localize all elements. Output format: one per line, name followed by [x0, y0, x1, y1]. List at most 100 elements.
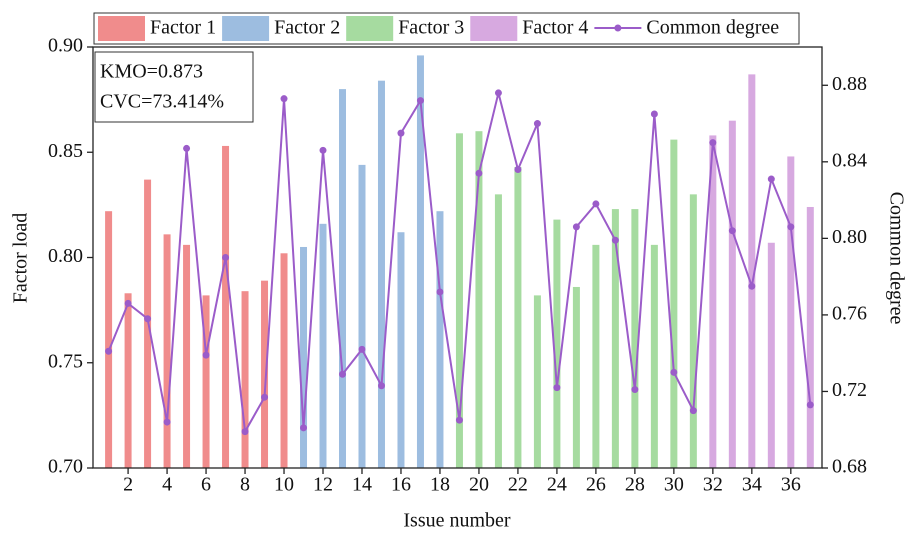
line-marker [202, 351, 210, 359]
line-marker [689, 407, 697, 415]
bar [124, 293, 132, 468]
line-marker [436, 288, 444, 296]
line-marker [319, 146, 327, 154]
bar [689, 194, 697, 468]
x-tick-label: 22 [508, 474, 528, 496]
line-marker [358, 345, 366, 353]
bar [806, 206, 814, 469]
bar [183, 244, 191, 468]
legend-swatch [98, 16, 145, 41]
bar [572, 286, 580, 468]
line-marker [377, 382, 385, 390]
y2-tick-label: 0.88 [832, 73, 867, 95]
line-marker [241, 428, 249, 436]
bar [787, 156, 795, 468]
y2-tick-label: 0.68 [832, 456, 867, 478]
bar [397, 232, 405, 468]
legend-swatch [346, 16, 394, 41]
line-marker [767, 175, 775, 183]
line-marker [416, 97, 424, 105]
line-marker [261, 393, 269, 401]
legend-swatch [222, 16, 270, 41]
legend-label: Factor 3 [398, 17, 464, 39]
x-tick-label: 34 [742, 474, 762, 496]
x-tick-label: 30 [664, 474, 684, 496]
bar [709, 135, 717, 468]
line-marker [572, 223, 580, 231]
y-tick-label: 0.85 [48, 140, 83, 162]
x-tick-label: 10 [274, 474, 294, 496]
bar [222, 145, 230, 468]
bar [105, 211, 113, 468]
x-tick-label: 6 [201, 474, 211, 496]
bar [338, 89, 346, 468]
line-marker [455, 416, 463, 424]
annotation: CVC=73.414% [100, 91, 224, 113]
bar [494, 194, 502, 468]
line-marker [397, 129, 405, 137]
legend-marker [614, 24, 622, 32]
line-marker [105, 347, 113, 355]
bar [163, 234, 171, 468]
bar [436, 211, 444, 468]
line-marker [222, 254, 230, 261]
line-marker [494, 89, 502, 97]
bar [533, 295, 541, 468]
y-tick-label: 0.90 [48, 35, 83, 57]
x-tick-label: 20 [469, 474, 489, 496]
line-marker [728, 227, 736, 235]
line-marker [475, 169, 483, 177]
legend-label: Common degree [646, 17, 779, 39]
legend-box [93, 12, 800, 45]
y-tick-label: 0.70 [48, 456, 83, 478]
line-marker [748, 282, 756, 290]
bar [455, 133, 463, 468]
bar [416, 55, 424, 469]
bar [280, 253, 288, 468]
legend-label: Factor 4 [522, 17, 588, 39]
bar [319, 223, 327, 468]
y2-tick-label: 0.72 [832, 379, 867, 401]
line-marker [787, 223, 795, 231]
x-tick-label: 36 [781, 474, 801, 496]
x-tick-label: 12 [313, 474, 333, 496]
y2-axis-title: Common degree [885, 192, 907, 325]
legend-label: Factor 1 [150, 17, 216, 39]
bar [611, 209, 619, 468]
y-tick-label: 0.80 [48, 245, 83, 267]
line-marker [709, 139, 717, 147]
y2-tick-label: 0.76 [832, 303, 867, 325]
bar [631, 209, 639, 468]
line-marker [592, 200, 600, 208]
x-tick-label: 28 [625, 474, 645, 496]
line-marker [514, 165, 522, 173]
x-tick-label: 16 [391, 474, 411, 496]
line-marker [631, 386, 639, 394]
bar [241, 291, 249, 468]
annotation-box [94, 51, 254, 123]
annotation: KMO=0.873 [100, 61, 203, 83]
x-tick-label: 24 [547, 474, 567, 496]
line-marker [806, 401, 814, 409]
bar [475, 131, 483, 468]
bar [767, 242, 775, 468]
line-marker [553, 384, 561, 392]
bar [358, 164, 366, 468]
x-tick-label: 32 [703, 474, 723, 496]
y2-tick-label: 0.80 [832, 226, 867, 248]
x-tick-label: 8 [240, 474, 250, 496]
bar [592, 244, 600, 468]
bar [748, 74, 756, 469]
x-tick-label: 18 [430, 474, 450, 496]
line-marker [300, 424, 308, 432]
line-marker [611, 236, 619, 244]
bar [202, 295, 210, 468]
line-marker [183, 144, 191, 152]
line-marker [533, 120, 541, 128]
line-marker [650, 110, 658, 118]
y-axis-title: Factor load [10, 213, 32, 304]
bar [261, 280, 269, 468]
y2-tick-label: 0.84 [832, 149, 867, 171]
x-tick-label: 26 [586, 474, 606, 496]
